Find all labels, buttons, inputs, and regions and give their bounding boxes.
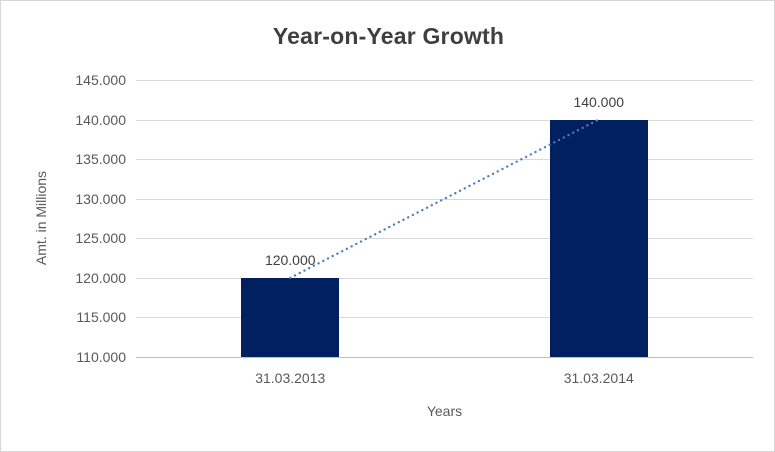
y-tick-label: 115.000 [76, 309, 126, 326]
chart-title: Year-on-Year Growth [272, 23, 505, 49]
gridline [136, 80, 753, 81]
y-axis-title: Amt. in Millions [33, 170, 49, 266]
gridline [136, 119, 753, 121]
gridline [136, 277, 753, 279]
y-tick-label: 145.000 [75, 72, 126, 88]
x-tick-label: 31.03.2013 [255, 370, 326, 386]
gridline [136, 159, 753, 161]
data-label: 140.000 [573, 93, 625, 110]
trendline-path [289, 118, 600, 280]
y-tick-label: 110.000 [76, 349, 126, 365]
y-tick-label: 120.000 [75, 269, 126, 286]
y-tick-label: 125.000 [75, 230, 126, 247]
bar-31.03.2013 [241, 277, 340, 357]
y-tick-label: 130.000 [75, 190, 126, 207]
data-label: 120.000 [264, 251, 316, 268]
trendline [289, 118, 600, 280]
gridline [136, 238, 753, 240]
x-tick-label: 31.03.2014 [563, 370, 634, 386]
gridline [136, 317, 753, 319]
bar-31.03.2014 [549, 119, 648, 357]
y-tick-label: 135.000 [75, 151, 126, 168]
y-tick-label: 140.000 [75, 111, 126, 128]
x-axis-title: Years [426, 403, 463, 419]
gridline [136, 198, 753, 200]
x-axis-line [136, 357, 753, 358]
